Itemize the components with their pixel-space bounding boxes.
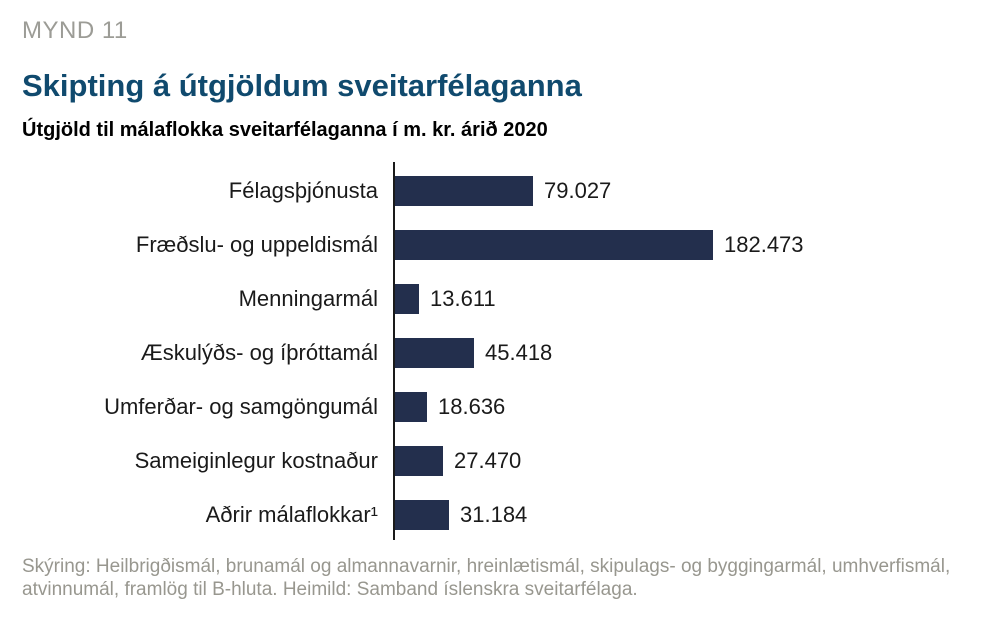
bar-value-label: 18.636 <box>438 394 506 419</box>
bar-value-label: 31.184 <box>460 502 528 527</box>
bar-value-label: 13.611 <box>430 286 496 311</box>
category-label: Sameiginlegur kostnaður <box>134 448 378 473</box>
chart-title: Skipting á útgjöldum sveitarfélaganna <box>22 68 582 103</box>
footnote-line-2: atvinnumál, framlög til B-hluta. Heimild… <box>22 579 638 600</box>
bar <box>395 176 533 206</box>
footnote-line-1: Skýring: Heilbrigðismál, brunamál og alm… <box>22 556 951 577</box>
bar-row: 27.470 <box>395 446 962 476</box>
chart-subtitle: Útgjöld til málaflokka sveitarfélaganna … <box>22 119 548 141</box>
bar-chart: Félagsþjónusta Fræðslu- og uppeldismál Men… <box>22 162 962 540</box>
bar-row: 13.611 <box>395 284 962 314</box>
figure-number-label: MYND 11 <box>22 17 128 44</box>
bar-row: 79.027 <box>395 176 962 206</box>
bar <box>395 446 443 476</box>
bar-value-label: 45.418 <box>485 340 553 365</box>
bar-row: 18.636 <box>395 392 962 422</box>
bar-row: 182.473 <box>395 230 962 260</box>
bars-column: 79.027 182.473 13.611 45.418 18.636 27.470 31.… <box>393 162 962 540</box>
category-labels-column: Félagsþjónusta Fræðslu- og uppeldismál Men… <box>22 162 378 530</box>
bar-value-label: 27.470 <box>454 448 522 473</box>
category-label: Fræðslu- og uppeldismál <box>135 232 378 257</box>
chart-footnote: Skýring: Heilbrigðismál, brunamál og alm… <box>22 555 962 601</box>
bar-row: 45.418 <box>395 338 962 368</box>
bar <box>395 392 427 422</box>
bar <box>395 500 449 530</box>
category-label: Félagsþjónusta <box>228 178 378 203</box>
bar-value-label: 182.473 <box>724 232 804 257</box>
category-label: Umferðar- og samgöngumál <box>104 394 378 419</box>
bar-row: 31.184 <box>395 500 962 530</box>
category-label: Æskulýðs- og íþróttamál <box>140 340 378 365</box>
bar-value-label: 79.027 <box>544 178 612 203</box>
bar <box>395 338 474 368</box>
category-label: Menningarmál <box>238 286 378 311</box>
bar <box>395 230 713 260</box>
bar <box>395 284 419 314</box>
category-label: Aðrir málaflokkar¹ <box>205 502 378 527</box>
